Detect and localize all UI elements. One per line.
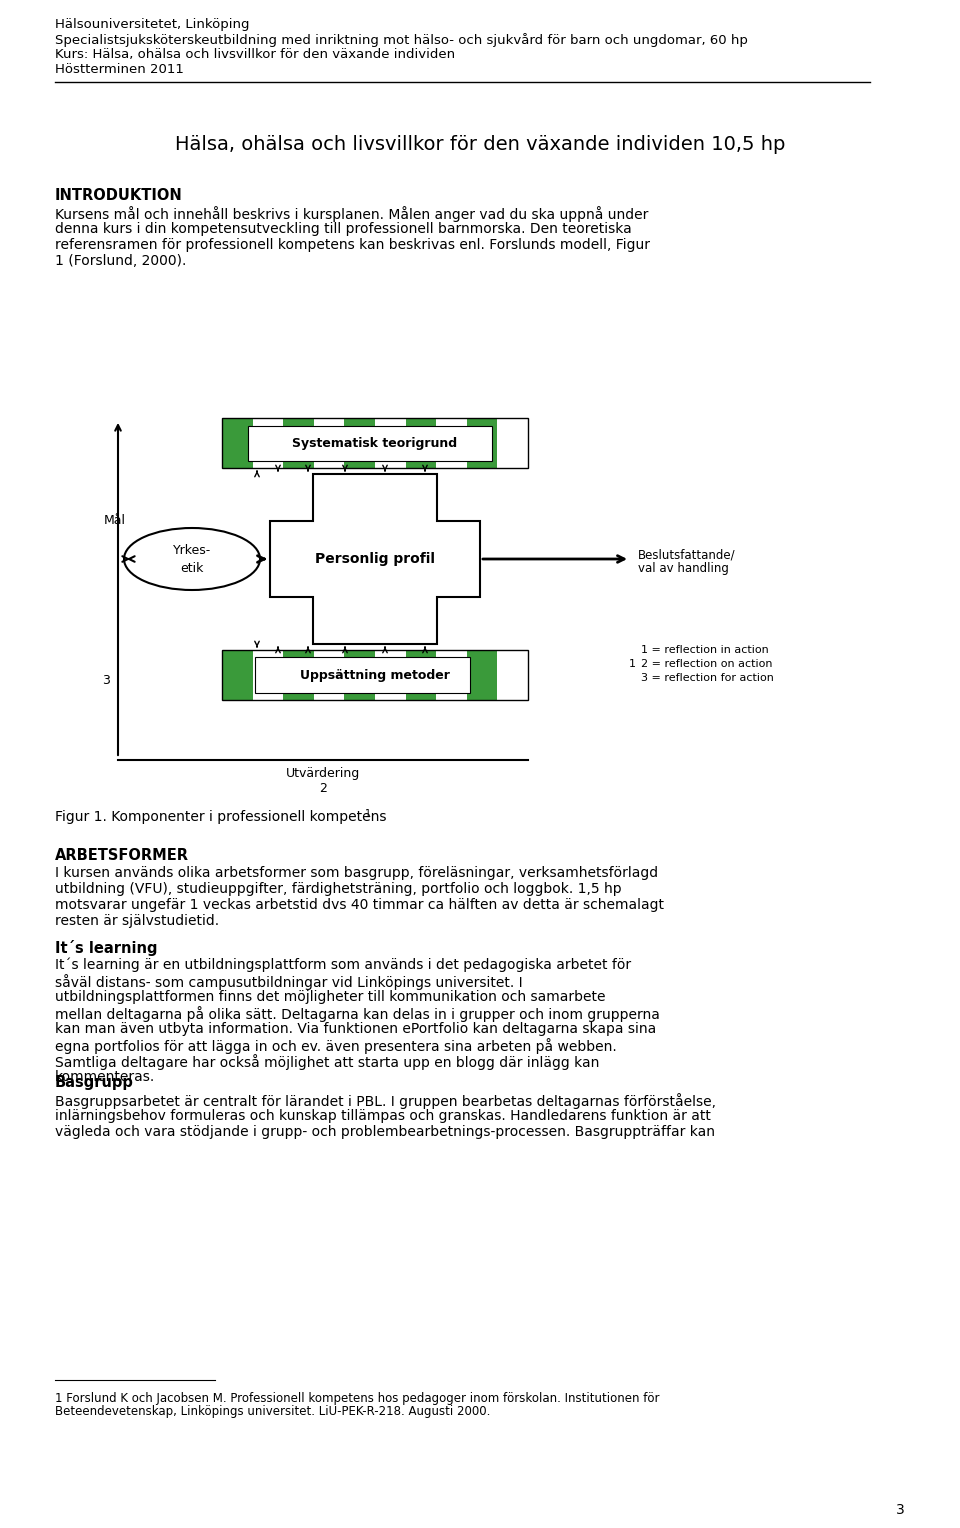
Text: Samtliga deltagare har också möjlighet att starta upp en blogg där inlägg kan: Samtliga deltagare har också möjlighet a… bbox=[55, 1054, 599, 1070]
Text: inlärningsbehov formuleras och kunskap tillämpas och granskas. Handledarens funk: inlärningsbehov formuleras och kunskap t… bbox=[55, 1109, 710, 1123]
Text: etik: etik bbox=[180, 561, 204, 575]
Bar bbox=[345, 649, 375, 700]
Text: It´s learning: It´s learning bbox=[55, 940, 157, 957]
Text: Utvärdering: Utvärdering bbox=[286, 767, 360, 781]
Text: 1: 1 bbox=[365, 808, 372, 819]
Text: resten är självstudietid.: resten är självstudietid. bbox=[55, 914, 219, 927]
Bar bbox=[252, 419, 283, 468]
Bar bbox=[467, 649, 497, 700]
Bar bbox=[436, 419, 467, 468]
Bar bbox=[222, 649, 528, 700]
Text: 3 = reflection for action: 3 = reflection for action bbox=[641, 672, 774, 683]
Text: mellan deltagarna på olika sätt. Deltagarna kan delas in i grupper och inom grup: mellan deltagarna på olika sätt. Deltaga… bbox=[55, 1005, 660, 1022]
Text: 1 Forslund K och Jacobsen M. Professionell kompetens hos pedagoger inom förskola: 1 Forslund K och Jacobsen M. Professione… bbox=[55, 1392, 660, 1406]
Bar bbox=[467, 419, 497, 468]
Bar bbox=[255, 657, 470, 694]
Bar bbox=[406, 419, 436, 468]
Text: Beteendevetenskap, Linköpings universitet. LiU-PEK-R-218. Augusti 2000.: Beteendevetenskap, Linköpings universite… bbox=[55, 1406, 491, 1418]
Bar bbox=[375, 419, 406, 468]
Text: It´s learning är en utbildningsplattform som används i det pedagogiska arbetet f: It´s learning är en utbildningsplattform… bbox=[55, 958, 631, 972]
Text: Yrkes-: Yrkes- bbox=[173, 544, 211, 558]
Text: vägleda och vara stödjande i grupp- och problembearbetnings-processen. Basgruppt: vägleda och vara stödjande i grupp- och … bbox=[55, 1125, 715, 1138]
Text: Personlig profil: Personlig profil bbox=[315, 552, 435, 565]
Bar bbox=[314, 419, 345, 468]
Bar bbox=[314, 649, 345, 700]
Text: 2: 2 bbox=[319, 781, 327, 795]
Text: Figur 1. Komponenter i professionell kompetens: Figur 1. Komponenter i professionell kom… bbox=[55, 810, 387, 824]
Text: Hälsouniversitetet, Linköping: Hälsouniversitetet, Linköping bbox=[55, 18, 250, 31]
Bar bbox=[283, 419, 314, 468]
Ellipse shape bbox=[124, 529, 260, 590]
Bar bbox=[406, 649, 436, 700]
Bar bbox=[436, 649, 467, 700]
Text: Specialistsjuksköterskeutbildning med inriktning mot hälso- och sjukvård för bar: Specialistsjuksköterskeutbildning med in… bbox=[55, 34, 748, 47]
Text: kan man även utbyta information. Via funktionen ePortfolio kan deltagarna skapa : kan man även utbyta information. Via fun… bbox=[55, 1022, 657, 1036]
Bar bbox=[248, 426, 492, 461]
Text: Höstterminen 2011: Höstterminen 2011 bbox=[55, 63, 184, 76]
Text: såväl distans- som campusutbildningar vid Linköpings universitet. I: såväl distans- som campusutbildningar vi… bbox=[55, 973, 522, 990]
Text: Kursens mål och innehåll beskrivs i kursplanen. Målen anger vad du ska uppnå und: Kursens mål och innehåll beskrivs i kurs… bbox=[55, 206, 648, 222]
Text: Basgruppsarbetet är centralt för lärandet i PBL. I gruppen bearbetas deltagarnas: Basgruppsarbetet är centralt för lärande… bbox=[55, 1093, 716, 1109]
Text: utbildningsplattformen finns det möjligheter till kommunikation och samarbete: utbildningsplattformen finns det möjligh… bbox=[55, 990, 606, 1004]
Bar bbox=[252, 649, 283, 700]
Text: utbildning (VFU), studieuppgifter, färdighetsträning, portfolio och loggbok. 1,5: utbildning (VFU), studieuppgifter, färdi… bbox=[55, 882, 622, 895]
Bar bbox=[375, 649, 406, 700]
Bar bbox=[222, 419, 528, 468]
Text: Kurs: Hälsa, ohälsa och livsvillkor för den växande individen: Kurs: Hälsa, ohälsa och livsvillkor för … bbox=[55, 47, 455, 61]
Text: I kursen används olika arbetsformer som basgrupp, föreläsningar, verksamhetsförl: I kursen används olika arbetsformer som … bbox=[55, 866, 659, 880]
Bar bbox=[345, 419, 375, 468]
Text: referensramen för professionell kompetens kan beskrivas enl. Forslunds modell, F: referensramen för professionell kompeten… bbox=[55, 238, 650, 252]
Bar bbox=[497, 419, 528, 468]
Text: denna kurs i din kompetensutveckling till professionell barnmorska. Den teoretis: denna kurs i din kompetensutveckling til… bbox=[55, 222, 632, 235]
Text: 3: 3 bbox=[102, 674, 110, 686]
Polygon shape bbox=[270, 474, 480, 643]
Bar bbox=[283, 649, 314, 700]
Text: motsvarar ungefär 1 veckas arbetstid dvs 40 timmar ca hälften av detta är schema: motsvarar ungefär 1 veckas arbetstid dvs… bbox=[55, 898, 664, 912]
Text: val av handling: val av handling bbox=[638, 562, 729, 575]
Text: Beslutsfattande/: Beslutsfattande/ bbox=[638, 549, 735, 561]
Text: 2 = reflection on action: 2 = reflection on action bbox=[641, 659, 773, 669]
Text: Systematisk teorigrund: Systematisk teorigrund bbox=[293, 437, 458, 451]
Text: ARBETSFORMER: ARBETSFORMER bbox=[55, 848, 189, 863]
Text: Uppsättning metoder: Uppsättning metoder bbox=[300, 669, 450, 681]
Text: INTRODUKTION: INTRODUKTION bbox=[55, 188, 182, 203]
Text: 3: 3 bbox=[897, 1504, 905, 1517]
Text: egna portfolios för att lägga in och ev. även presentera sina arbeten på webben.: egna portfolios för att lägga in och ev.… bbox=[55, 1038, 616, 1054]
Bar bbox=[222, 649, 252, 700]
Text: Mål: Mål bbox=[104, 513, 126, 527]
Text: kommenteras.: kommenteras. bbox=[55, 1070, 156, 1083]
Text: 1: 1 bbox=[629, 659, 636, 669]
Bar bbox=[222, 419, 252, 468]
Text: Hälsa, ohälsa och livsvillkor för den växande individen 10,5 hp: Hälsa, ohälsa och livsvillkor för den vä… bbox=[175, 134, 785, 154]
Bar bbox=[497, 649, 528, 700]
Text: 1 (Forslund, 2000).: 1 (Forslund, 2000). bbox=[55, 254, 186, 267]
Text: Basgrupp: Basgrupp bbox=[55, 1076, 133, 1089]
Text: 1 = reflection in action: 1 = reflection in action bbox=[641, 645, 769, 656]
